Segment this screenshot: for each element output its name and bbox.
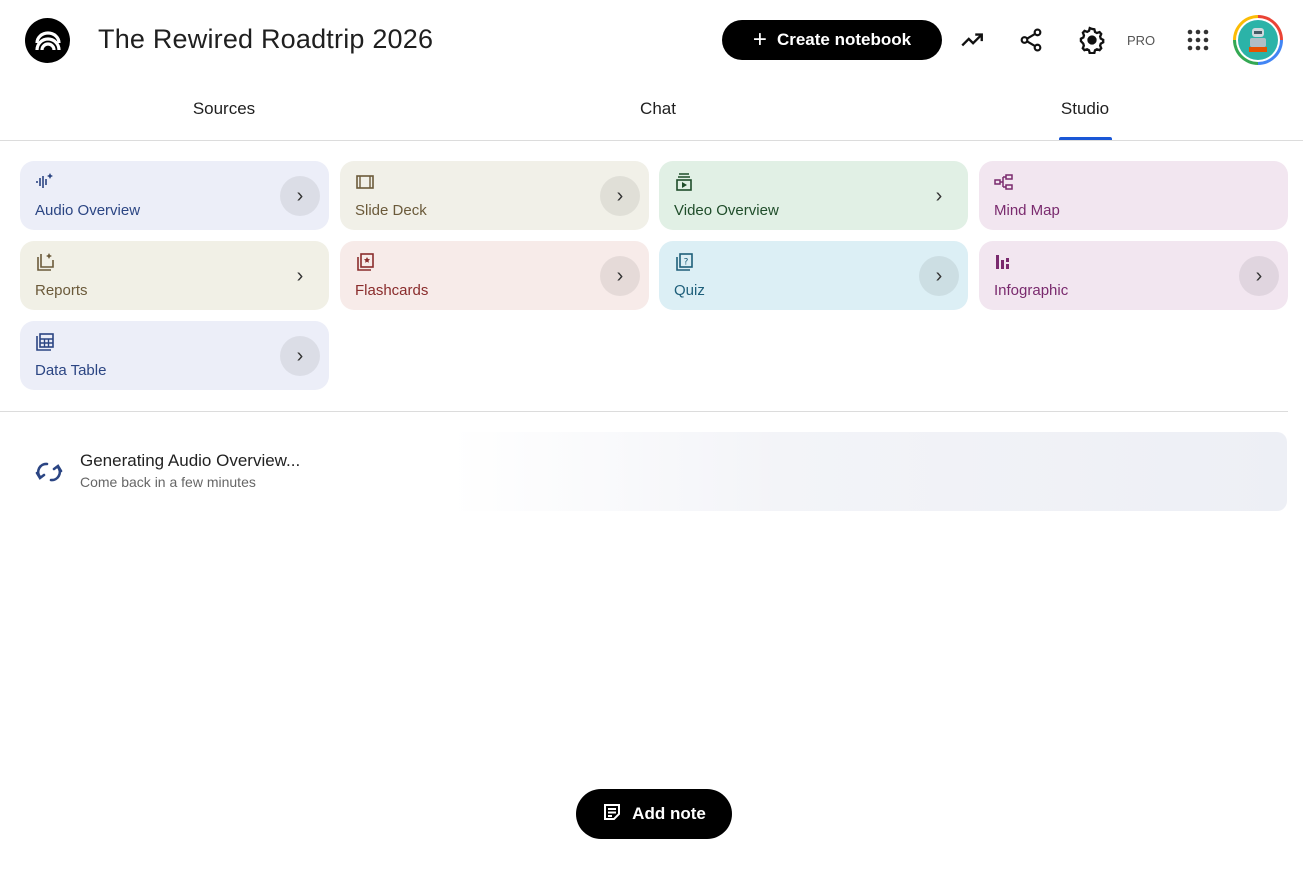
tab-sources[interactable]: Sources [192,99,256,118]
chevron-right-icon[interactable]: › [935,184,943,207]
chevron-right-icon[interactable]: › [280,336,320,376]
chevron-right-icon[interactable]: › [600,176,640,216]
tab-studio[interactable]: Studio [1060,99,1110,118]
analytics-icon[interactable] [954,22,990,58]
studio-tool-label: Reports [35,282,88,299]
studio-tool-label: Infographic [994,282,1069,299]
studio-tool-label: Quiz [674,282,705,299]
studio-tool-label: Slide Deck [355,202,427,219]
studio-tool-flashcards[interactable]: Flashcards › [340,241,649,310]
studio-tool-audio-overview[interactable]: Audio Overview › [20,161,329,230]
video-icon [676,173,692,191]
tab-chat[interactable]: Chat [640,99,676,118]
section-divider [0,411,1288,412]
infographic-icon [996,255,1009,269]
studio-tool-infographic[interactable]: Infographic › [979,241,1288,310]
studio-tool-label: Data Table [35,362,107,379]
chevron-right-icon[interactable]: › [1239,256,1279,296]
studio-tool-slide-deck[interactable]: Slide Deck › [340,161,649,230]
create-notebook-button[interactable]: + Create notebook [722,20,942,60]
studio-tool-reports[interactable]: Reports › [20,241,329,310]
chevron-right-icon[interactable]: › [296,264,304,287]
studio-tool-quiz[interactable]: ? Quiz › [659,241,968,310]
chevron-right-icon[interactable]: › [919,256,959,296]
settings-icon[interactable] [1074,22,1110,58]
tabs-divider [0,140,1303,141]
add-note-button[interactable]: Add note [576,789,732,839]
mind-map-icon [994,174,1013,190]
studio-tool-label: Audio Overview [35,202,141,219]
svg-text:?: ? [684,258,689,268]
slide-deck-icon [356,175,374,189]
studio-tool-label: Mind Map [994,202,1060,219]
chevron-right-icon[interactable]: › [280,176,320,216]
flashcards-icon [357,253,374,271]
notebook-title[interactable]: The Rewired Roadtrip 2026 [98,24,434,54]
notebooklm-logo[interactable] [25,18,70,63]
studio-tool-data-table[interactable]: Data Table › [20,321,329,390]
studio-tool-label: Video Overview [674,202,779,219]
generating-audio-card [20,432,1287,511]
studio-tool-mind-map[interactable]: Mind Map [979,161,1288,230]
chevron-right-icon[interactable]: › [600,256,640,296]
robot-avatar-icon [1238,20,1278,60]
pro-badge: PRO [1127,33,1156,48]
generating-subtitle: Come back in a few minutes [80,474,256,490]
plus-icon: + [752,26,767,53]
studio-tool-label: Flashcards [355,282,429,299]
studio-tool-video-overview[interactable]: Video Overview › [659,161,968,230]
reports-icon [37,253,54,271]
data-table-icon [36,333,54,351]
quiz-icon: ? [676,253,693,271]
generating-title: Generating Audio Overview... [80,451,301,470]
avatar[interactable] [1233,15,1283,65]
share-icon[interactable] [1013,22,1049,58]
note-icon [602,802,622,827]
apps-grid-icon[interactable] [1180,22,1216,58]
audio-sparkle-icon [36,173,53,188]
active-tab-indicator [1059,137,1112,140]
sync-icon [34,459,64,490]
